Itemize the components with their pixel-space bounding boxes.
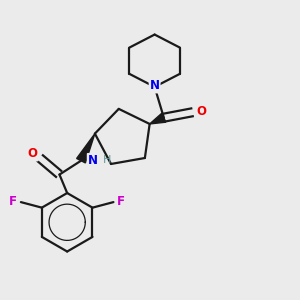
Polygon shape [76, 134, 95, 163]
Text: N: N [88, 154, 98, 167]
Text: N: N [150, 80, 160, 92]
Text: F: F [9, 195, 17, 208]
Polygon shape [150, 113, 166, 124]
Text: H: H [103, 155, 111, 165]
Text: O: O [28, 147, 38, 161]
Text: F: F [117, 195, 125, 208]
Text: O: O [197, 105, 207, 118]
